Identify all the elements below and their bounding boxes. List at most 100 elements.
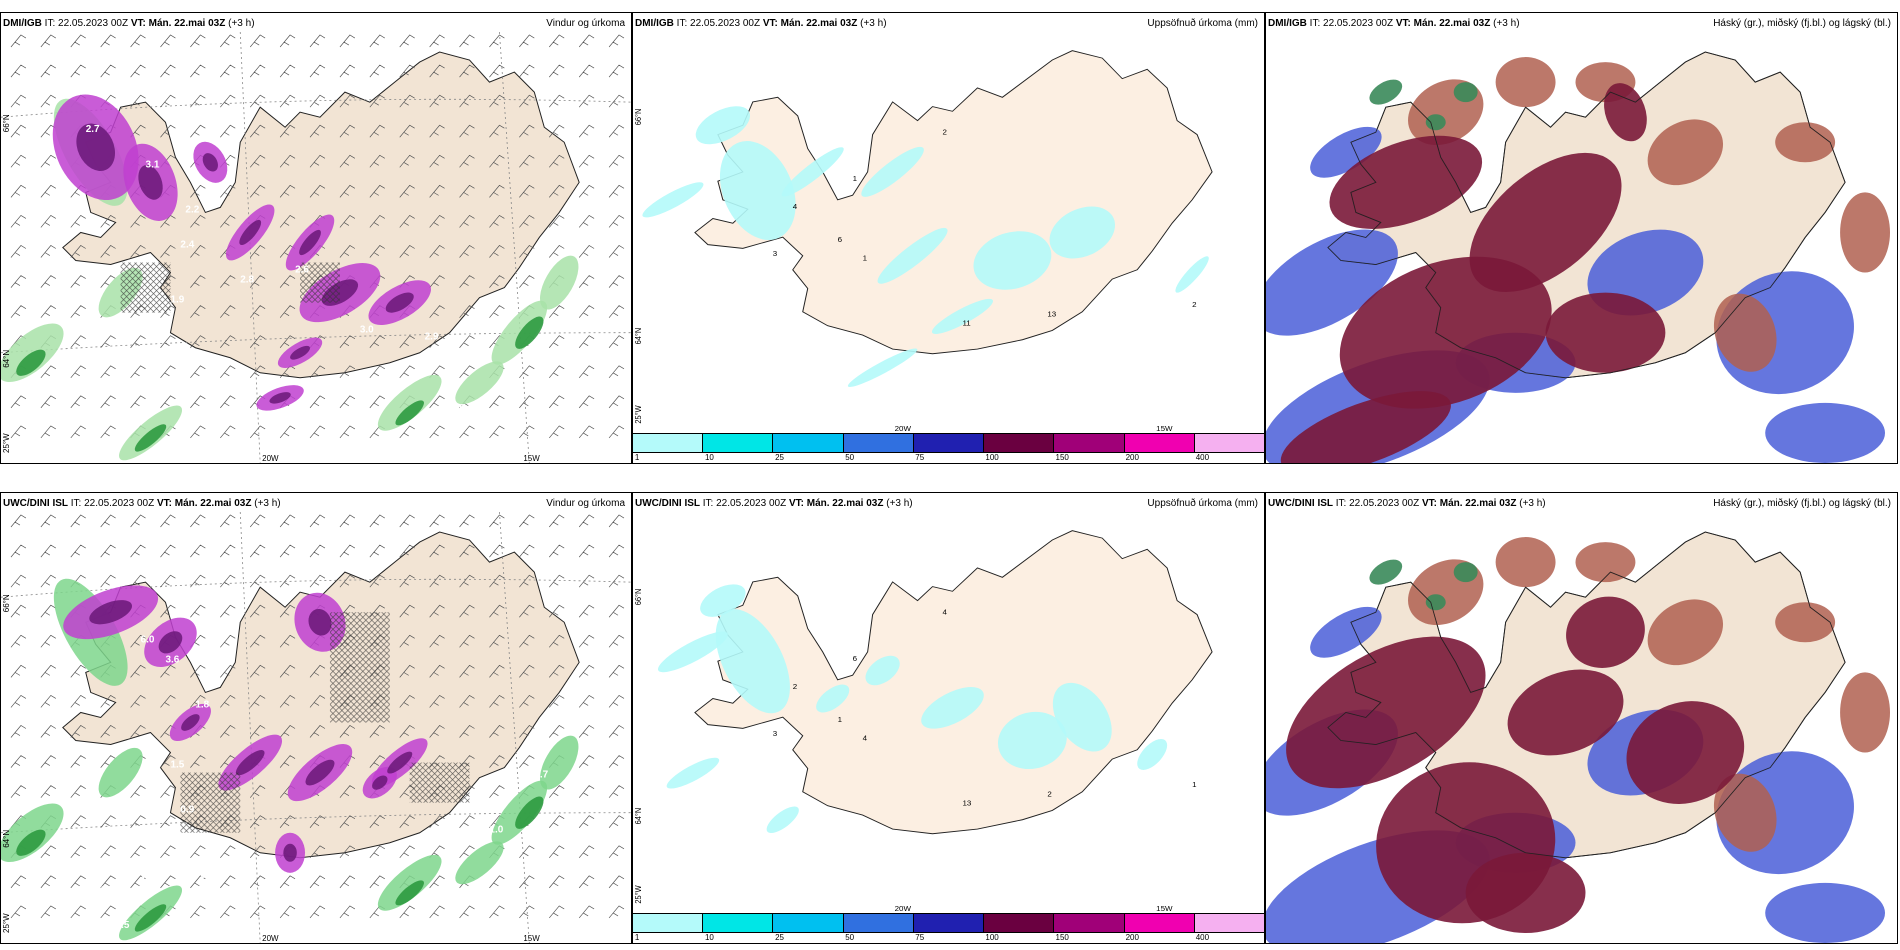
accum-field (657, 584, 1168, 834)
map-clouds (1266, 32, 1897, 463)
colorbar-swatch (913, 914, 985, 932)
precip-value-label: 2.8 (240, 275, 254, 286)
mid-cloud (1775, 602, 1836, 643)
accum-value-label: 6 (838, 235, 842, 244)
green-precip-core (16, 829, 46, 856)
precip-value-label: 1.5 (170, 760, 184, 771)
magenta-precip-core (385, 292, 414, 313)
colorbar-tick-label: 200 (1125, 453, 1139, 462)
green-precip-core (134, 904, 167, 932)
map-canvas: 66°N 64°N 25°W 20W 15W 6.0 3.6 1.8 1.5 0.9 0.5 1.0 0… (1, 512, 631, 943)
iceland-coastline-overlay (1327, 51, 1846, 379)
magenta-precip-core (239, 219, 262, 246)
hatch-area (329, 612, 390, 723)
green-cloud (1369, 559, 1403, 585)
accum-cyan (931, 298, 994, 334)
accum-value-label: 2 (1047, 790, 1051, 799)
magenta-precip-core (283, 843, 297, 862)
accum-cyan (715, 609, 790, 714)
high-cloud (1329, 135, 1483, 229)
precip-value-label: 2.2 (185, 204, 199, 215)
map-wind-precip: 66°N 64°N 25°W 20W 15W 6.0 3.6 1.8 1.5 0.9 0.5 1.0 0… (1, 512, 631, 943)
panel-header: DMI/IGB IT: 22.05.2023 00Z VT: Mán. 22.m… (1268, 18, 1891, 29)
accum-cyan (921, 687, 984, 729)
precip-value-label: 0.7 (534, 770, 548, 781)
colorbar-swatch (1054, 434, 1125, 452)
green-precip-core (395, 880, 424, 906)
accum-cyan (657, 631, 728, 673)
green-cloud (1369, 79, 1403, 105)
accum-cyan (877, 227, 948, 284)
accum-value-label: 3 (773, 729, 777, 738)
green-precip-core (395, 400, 424, 426)
magenta-precip-core (305, 759, 335, 786)
colorbar-swatch (1124, 434, 1195, 452)
accum-cyan (666, 757, 720, 789)
high-cloud (1545, 292, 1666, 373)
accum-value-label: 11 (962, 319, 970, 328)
colorbar (633, 433, 1264, 453)
green-cloud (1453, 82, 1478, 103)
map-wind-precip: 66°N 64°N 25°W 20W 15W 2.7 3.1 2.2 2.4 2.8 2.6 3.0 2… (1, 32, 631, 463)
precip-field (1, 94, 579, 461)
accum-cyan (642, 182, 704, 218)
graticule-label: 20W (262, 454, 279, 463)
graticule-label: 15W (523, 934, 540, 943)
high-cloud (1286, 636, 1486, 789)
precip-value-label: 0.5 (116, 920, 130, 931)
colorbar-tick-label: 100 (985, 933, 999, 942)
colorbar-swatch (773, 434, 844, 452)
map-clouds (1266, 512, 1897, 943)
precip-value-label: 6.0 (141, 634, 155, 645)
high-cloud (1339, 256, 1552, 409)
accum-value-label: 2 (1192, 300, 1196, 309)
accum-cyan (700, 584, 746, 617)
hatch-area (180, 772, 241, 833)
magenta-precip-core (181, 714, 200, 731)
precip-value-label: 1.1 (141, 875, 155, 886)
green-cloud (1425, 114, 1446, 131)
precip-value-label: 0.9 (470, 355, 484, 366)
map-canvas (1266, 51, 1891, 463)
accum-cyan (1175, 256, 1209, 293)
panel-header: DMI/IGB IT: 22.05.2023 00Z VT: Mán. 22.m… (3, 18, 625, 29)
accum-cyan (1137, 738, 1168, 770)
precip-field (1, 578, 579, 941)
magenta-precip-core (138, 164, 163, 200)
precip-value-label: 0.5 (200, 870, 214, 881)
high-cloud (1507, 669, 1624, 756)
accum-cyan (861, 146, 924, 197)
low-cloud (1765, 882, 1886, 943)
map-accum-precip: 66°N 64°N 25°W 20W 15W 2 1 4 6 3 1 11 13 2 (633, 32, 1264, 433)
accum-cyan (973, 231, 1052, 290)
magenta-precip-core (76, 123, 116, 172)
colorbar-tick-label: 200 (1125, 933, 1139, 942)
graticule-label: 20W (895, 904, 912, 913)
mid-cloud (1775, 122, 1836, 163)
precip-value-label: 2.9 (425, 332, 439, 343)
graticule-label: 64°N (2, 830, 11, 848)
colorbar-tick-label: 50 (845, 453, 855, 462)
graticule-label: 66°N (2, 114, 11, 132)
panel-clouds-dmi: DMI/IGB IT: 22.05.2023 00Z VT: Mán. 22.m… (1265, 12, 1898, 464)
accum-cyan (997, 711, 1067, 770)
colorbar-swatch (913, 434, 985, 452)
accum-value-label: 1 (1192, 780, 1196, 789)
colorbar-tick-label: 50 (845, 933, 855, 942)
colorbar-swatch (703, 434, 774, 452)
hatch-area (300, 262, 340, 303)
high-cloud (1280, 391, 1451, 463)
mid-cloud (1647, 119, 1724, 186)
green-cloud (1425, 594, 1446, 611)
colorbar-swatch (984, 434, 1055, 452)
colorbar-tick-label: 10 (704, 933, 714, 942)
mid-cloud (1840, 192, 1891, 273)
colorbar-swatch (1054, 914, 1125, 932)
precip-value-label: 0.6 (494, 445, 508, 456)
accum-value-label: 6 (853, 654, 857, 663)
colorbar-swatch (633, 434, 704, 452)
high-cloud (1626, 701, 1745, 804)
graticule-label: 15W (1156, 424, 1173, 433)
